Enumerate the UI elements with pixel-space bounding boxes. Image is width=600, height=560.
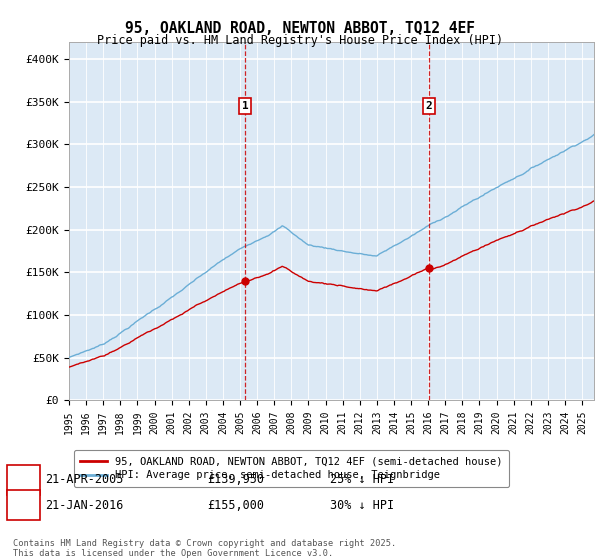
Legend: 95, OAKLAND ROAD, NEWTON ABBOT, TQ12 4EF (semi-detached house), HPI: Average pri: 95, OAKLAND ROAD, NEWTON ABBOT, TQ12 4EF… bbox=[74, 450, 509, 487]
Text: 2: 2 bbox=[20, 498, 27, 512]
Text: 30% ↓ HPI: 30% ↓ HPI bbox=[330, 498, 394, 512]
Text: £155,000: £155,000 bbox=[207, 498, 264, 512]
Text: £139,950: £139,950 bbox=[207, 473, 264, 487]
Text: 2: 2 bbox=[425, 101, 433, 111]
Text: 1: 1 bbox=[20, 473, 27, 487]
Text: 95, OAKLAND ROAD, NEWTON ABBOT, TQ12 4EF: 95, OAKLAND ROAD, NEWTON ABBOT, TQ12 4EF bbox=[125, 21, 475, 36]
Text: 25% ↓ HPI: 25% ↓ HPI bbox=[330, 473, 394, 487]
Text: 1: 1 bbox=[242, 101, 248, 111]
Text: 21-JAN-2016: 21-JAN-2016 bbox=[45, 498, 124, 512]
Text: 21-APR-2005: 21-APR-2005 bbox=[45, 473, 124, 487]
Text: Contains HM Land Registry data © Crown copyright and database right 2025.
This d: Contains HM Land Registry data © Crown c… bbox=[13, 539, 397, 558]
Text: Price paid vs. HM Land Registry's House Price Index (HPI): Price paid vs. HM Land Registry's House … bbox=[97, 34, 503, 46]
